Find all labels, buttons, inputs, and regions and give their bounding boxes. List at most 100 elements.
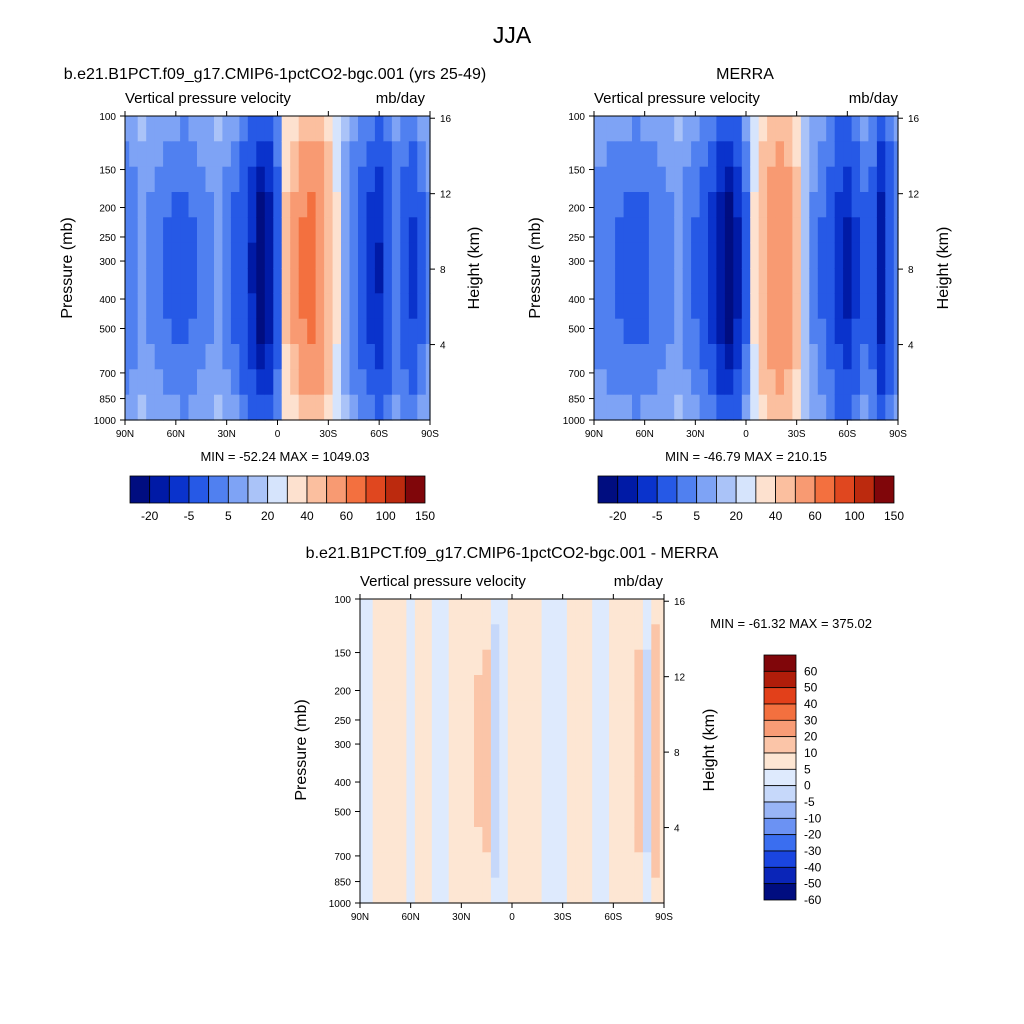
x-tick-label: 90N: [116, 429, 134, 440]
field-cell: [125, 242, 130, 269]
field-cell: [609, 700, 619, 727]
field-cell: [623, 318, 633, 345]
field-cell: [417, 293, 427, 320]
field-cell: [406, 852, 416, 879]
field-cell: [423, 599, 433, 625]
field-cell: [674, 318, 684, 345]
field-cell: [490, 827, 500, 853]
field-cell: [146, 242, 156, 269]
field-cell: [617, 827, 627, 853]
field-cell: [733, 242, 743, 269]
field-cell: [154, 318, 164, 345]
field-cell: [834, 344, 844, 370]
field-cell: [389, 675, 399, 701]
field-cell: [406, 877, 416, 904]
field-cell: [154, 217, 164, 244]
y-tick-label: 150: [99, 166, 116, 177]
field-cell: [298, 344, 308, 370]
field-cell: [474, 827, 483, 853]
field-cell: [398, 624, 407, 651]
field-cell: [758, 369, 768, 396]
field-cell: [281, 141, 291, 168]
panel-diff-plot-area: 100 150 200 250 300 400 500 700 850 1000 16 12 8 4 90N…: [329, 594, 686, 923]
field-cell: [366, 141, 376, 168]
field-cell: [391, 242, 401, 269]
field-cell: [381, 877, 391, 904]
field-cell: [332, 318, 342, 345]
colorbar-swatch: [763, 817, 797, 836]
field-cell: [516, 725, 526, 752]
field-cell: [533, 624, 543, 651]
field-cell: [843, 116, 853, 142]
field-cell: [264, 369, 274, 396]
field-cell: [606, 217, 616, 244]
field-cell: [533, 599, 543, 625]
field-cell: [423, 675, 433, 701]
field-cell: [154, 344, 164, 370]
field-cell: [733, 192, 743, 218]
field-cell: [188, 116, 198, 142]
field-cell: [146, 318, 156, 345]
field-cell: [775, 394, 785, 421]
field-cell: [298, 242, 308, 269]
field-cell: [358, 166, 368, 193]
field-cell: [349, 141, 359, 168]
field-cell: [524, 877, 534, 904]
field-cell: [885, 192, 895, 218]
field-cell: [264, 192, 274, 218]
field-cell: [606, 141, 616, 168]
field-cell: [767, 268, 777, 294]
field-cell: [222, 293, 232, 320]
field-cell: [843, 141, 853, 168]
field-cell: [457, 725, 467, 752]
field-cell: [876, 192, 886, 218]
field-cell: [381, 852, 391, 879]
field-cell: [583, 801, 593, 828]
field-cell: [566, 827, 576, 853]
field-cell: [792, 394, 802, 421]
field-cell: [843, 318, 853, 345]
field-cell: [826, 268, 836, 294]
field-cell: [691, 369, 701, 396]
field-cell: [851, 293, 861, 320]
field-cell: [609, 776, 619, 803]
field-cell: [400, 369, 410, 396]
field-cell: [374, 318, 384, 345]
field-cell: [699, 369, 709, 396]
field-cell: [674, 344, 684, 370]
panel-merra-colorbar: -20 -5 5 20 40 60 100 150: [597, 475, 904, 523]
field-cell: [281, 166, 291, 193]
field-cell: [876, 394, 886, 421]
field-cell: [817, 344, 827, 370]
colorbar-swatch: [188, 475, 210, 504]
field-cell: [657, 293, 667, 320]
field-cell: [524, 624, 534, 651]
field-cell: [674, 293, 684, 320]
field-cell: [222, 192, 232, 218]
field-cell: [750, 242, 760, 269]
x-tick-label: 90N: [351, 912, 369, 923]
field-cell: [146, 293, 156, 320]
field-cell: [408, 217, 418, 244]
field-cell: [490, 675, 500, 701]
field-cell: [499, 725, 509, 752]
field-cell: [767, 394, 777, 421]
field-cell: [809, 141, 819, 168]
field-cell: [457, 852, 467, 879]
field-cell: [623, 268, 633, 294]
field-cell: [349, 192, 359, 218]
field-cell: [615, 293, 625, 320]
field-cell: [146, 116, 156, 142]
field-cell: [315, 217, 325, 244]
field-cell: [598, 141, 608, 168]
field-cell: [817, 369, 827, 396]
field-cell: [358, 369, 368, 396]
panel-diff-stats: MIN = -61.32 MAX = 375.02: [710, 616, 872, 631]
field-cell: [264, 344, 274, 370]
field-cell: [197, 116, 207, 142]
field-cell: [298, 369, 308, 396]
field-cell: [623, 192, 633, 218]
field-cell: [800, 141, 810, 168]
field-cell: [425, 318, 431, 345]
field-cell: [290, 141, 300, 168]
